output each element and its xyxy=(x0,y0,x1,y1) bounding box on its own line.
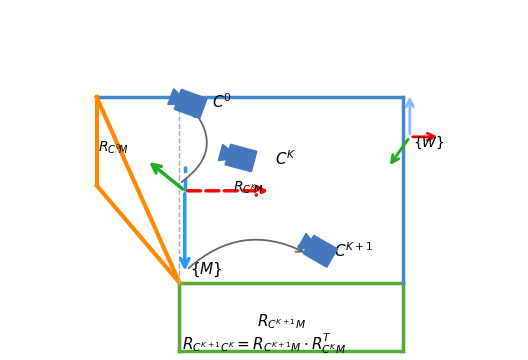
Text: $R_{C^{K+1}M}$: $R_{C^{K+1}M}$ xyxy=(257,312,306,331)
Text: $\{W\}$: $\{W\}$ xyxy=(413,135,445,151)
Text: $C^{K+1}$: $C^{K+1}$ xyxy=(334,241,374,260)
Polygon shape xyxy=(298,233,311,249)
Text: $\{M\}$: $\{M\}$ xyxy=(190,261,223,279)
Text: $R_{C^{K+1}C^K}=R_{C^{K+1}M} \cdot R_{C^K M}^{T}$: $R_{C^{K+1}C^K}=R_{C^{K+1}M} \cdot R_{C^… xyxy=(182,332,346,356)
Polygon shape xyxy=(174,89,207,118)
Polygon shape xyxy=(219,144,229,161)
Polygon shape xyxy=(168,89,180,104)
Text: $R_{C^K\!M}$: $R_{C^K\!M}$ xyxy=(233,180,264,197)
Text: $R_{C^0\!M}$: $R_{C^0\!M}$ xyxy=(98,139,129,156)
Text: $C^0$: $C^0$ xyxy=(212,92,232,111)
Text: $C^K$: $C^K$ xyxy=(275,149,296,168)
Polygon shape xyxy=(303,235,337,267)
Polygon shape xyxy=(225,144,257,172)
